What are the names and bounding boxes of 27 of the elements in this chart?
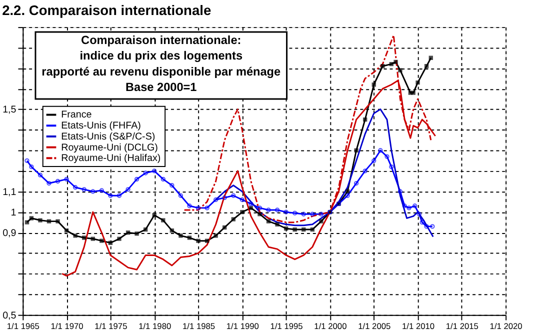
- y-tick-label: 1,1: [2, 186, 16, 198]
- x-tick-label: 1/1 1980: [138, 321, 172, 332]
- x-tick-label: 1/1 1995: [270, 321, 304, 332]
- x-tick-label: 1/1 1965: [6, 321, 40, 332]
- x-tick-label: 1/1 2020: [490, 321, 523, 332]
- legend-label: Royaume-Uni (DCLG): [61, 142, 158, 154]
- x-tick-label: 1/1 1985: [182, 321, 216, 332]
- x-tick-label: 1/1 1970: [50, 321, 84, 332]
- text: indice du prix des logements: [80, 48, 243, 63]
- legend-label: France: [61, 110, 92, 121]
- y-tick-label: 1: [10, 208, 16, 219]
- y-tick-label: 0,5: [2, 310, 17, 322]
- text: Base 2000=1: [125, 80, 197, 94]
- legend-label: Etats-Unis (S&P/C-S): [61, 131, 156, 142]
- x-tick-label: 1/1 1990: [226, 321, 260, 332]
- chart-title: 2.2. Comparaison internationale: [2, 3, 212, 18]
- x-tick-label: 1/1 2000: [314, 321, 348, 332]
- x-tick-label: 1/1 2015: [446, 321, 479, 332]
- y-tick-label: 1,5: [2, 104, 17, 116]
- legend-label: Royaume-Uni (Halifax): [61, 153, 161, 164]
- x-tick-label: 1/1 1975: [94, 321, 128, 332]
- legend-label: Etats-Unis (FHFA): [61, 120, 141, 132]
- text: Comparaison internationale:: [81, 32, 242, 47]
- x-tick-label: 1/1 2005: [358, 321, 391, 332]
- x-tick-label: 1/1 2010: [402, 321, 435, 332]
- y-tick-label: 0,9: [2, 228, 17, 240]
- text: rapporté au revenu disponible par ménage: [42, 64, 281, 78]
